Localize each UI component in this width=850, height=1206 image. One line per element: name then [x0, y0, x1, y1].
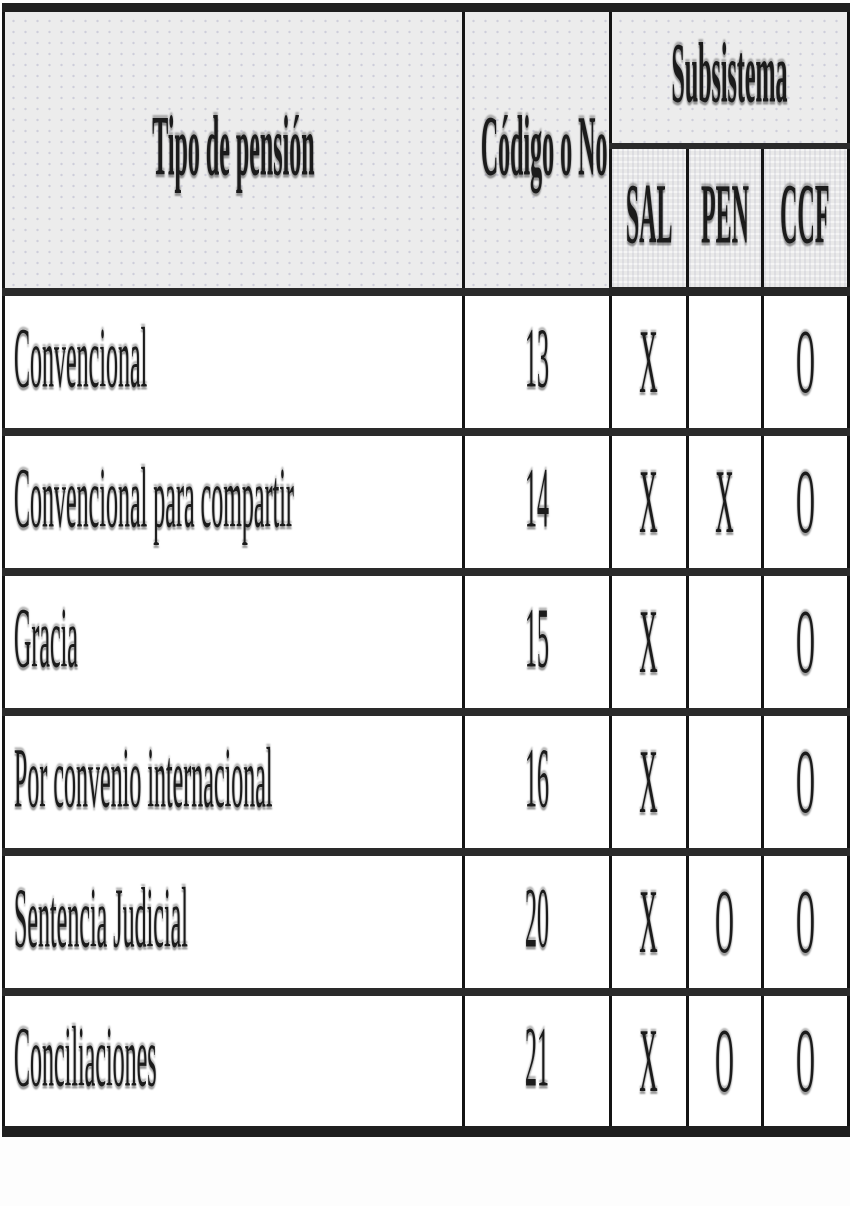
table-row: Conciliaciones 21 X O O — [2, 987, 850, 1133]
codigo-text: 16 — [525, 731, 549, 826]
cell-codigo: 14 — [462, 427, 612, 573]
tipo-text: Convencional — [14, 311, 148, 406]
table-row: Convencional 13 X O — [2, 287, 850, 433]
tipo-text: Convencional para compartir — [14, 451, 294, 546]
sal-mark: X — [639, 729, 659, 832]
cell-codigo: 20 — [462, 847, 612, 993]
cell-tipo: Convencional — [2, 287, 465, 433]
cell-pen-mark — [686, 567, 764, 713]
header-ccf-label: CCF — [780, 168, 830, 263]
pen-mark: O — [715, 1008, 735, 1111]
cell-tipo: Conciliaciones — [2, 987, 465, 1133]
cell-codigo: 16 — [462, 707, 612, 853]
codigo-text: 14 — [525, 451, 549, 546]
table-header: Tipo de pensión Código o No Subsistema S… — [2, 6, 850, 296]
cell-tipo: Gracia — [2, 567, 465, 713]
sal-mark: X — [639, 449, 659, 552]
sal-mark: X — [639, 589, 659, 692]
header-codigo-label: Código o No — [480, 100, 608, 195]
ccf-mark: O — [795, 869, 815, 972]
codigo-text: 13 — [525, 311, 549, 406]
header-row-subsystems: SAL PEN CCF — [4, 142, 850, 296]
table-body: Convencional 13 X O Convencional para co… — [2, 287, 850, 1133]
header-ccf: CCF — [761, 142, 850, 296]
ccf-mark: O — [795, 449, 815, 552]
cell-pen-mark — [686, 707, 764, 853]
ccf-mark: O — [795, 589, 815, 692]
header-codigo: Código o No — [462, 6, 612, 293]
tipo-text: Gracia — [14, 591, 78, 686]
header-sal: SAL — [609, 142, 689, 296]
header-subsistema-group: Subsistema — [609, 6, 850, 149]
header-row-main: Tipo de pensión Código o No Subsistema — [2, 6, 850, 293]
cell-sal-mark: X — [609, 567, 689, 713]
ccf-mark: O — [795, 729, 815, 832]
cell-ccf-mark: O — [761, 427, 850, 573]
codigo-text: 21 — [525, 1011, 549, 1106]
cell-sal-mark: X — [609, 287, 689, 433]
cell-pen-mark — [686, 287, 764, 433]
cell-ccf-mark: O — [761, 567, 850, 713]
cell-ccf-mark: O — [761, 847, 850, 993]
pen-mark: O — [715, 869, 735, 972]
table-row: Sentencia Judicial 20 X O O — [2, 847, 850, 993]
header-pen: PEN — [686, 142, 764, 296]
cell-tipo: Convencional para compartir — [2, 427, 465, 573]
cell-ccf-mark: O — [761, 707, 850, 853]
sal-mark: X — [639, 309, 659, 412]
cell-codigo: 21 — [462, 987, 612, 1133]
header-tipo-de-pension: Tipo de pensión — [2, 6, 465, 293]
cell-sal-mark: X — [609, 427, 689, 573]
cell-tipo: Por convenio internacional — [2, 707, 465, 853]
sal-mark: X — [639, 869, 659, 972]
tipo-text: Conciliaciones — [14, 1011, 157, 1106]
ccf-mark: O — [795, 309, 815, 412]
tipo-text: Sentencia Judicial — [14, 871, 188, 966]
cell-sal-mark: X — [609, 987, 689, 1133]
tipo-text: Por convenio internacional — [14, 731, 273, 826]
cell-pen-mark: O — [686, 847, 764, 993]
cell-codigo: 15 — [462, 567, 612, 713]
cell-ccf-mark: O — [761, 287, 850, 433]
cell-sal-mark: X — [609, 707, 689, 853]
cell-pen-mark: X — [686, 427, 764, 573]
table-row: Por convenio internacional 16 X O — [2, 707, 850, 853]
codigo-text: 20 — [525, 871, 549, 966]
table-row: Gracia 15 X O — [2, 567, 850, 713]
header-sal-label: SAL — [625, 168, 673, 263]
cell-codigo: 13 — [462, 287, 612, 433]
table-row: Convencional para compartir 14 X X O — [2, 427, 850, 573]
header-subsistema-label: Subsistema — [671, 27, 788, 122]
header-pen-label: PEN — [701, 168, 749, 263]
cell-ccf-mark: O — [761, 987, 850, 1133]
pen-mark: X — [715, 449, 735, 552]
pension-codes-table: Tipo de pensión Código o No Subsistema S… — [2, 3, 850, 1137]
header-tipo-label: Tipo de pensión — [152, 100, 315, 195]
cell-sal-mark: X — [609, 847, 689, 993]
cell-pen-mark: O — [686, 987, 764, 1133]
cell-tipo: Sentencia Judicial — [2, 847, 465, 993]
ccf-mark: O — [795, 1008, 815, 1111]
codigo-text: 15 — [525, 591, 549, 686]
sal-mark: X — [639, 1008, 659, 1111]
